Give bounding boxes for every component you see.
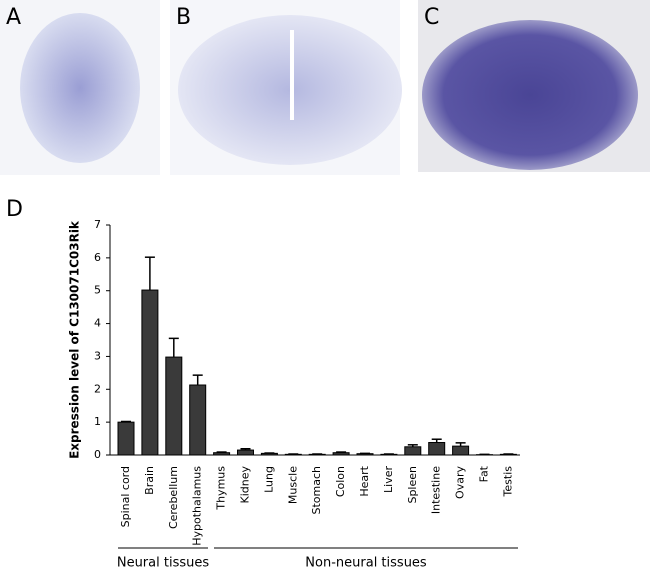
x-tick-label: Testis xyxy=(501,466,514,498)
bar xyxy=(118,422,134,455)
x-tick-label: Stomach xyxy=(310,466,323,515)
x-tick-label: Heart xyxy=(358,465,371,496)
x-tick-label: Spleen xyxy=(406,466,419,504)
y-tick-label: 4 xyxy=(94,317,101,330)
bar xyxy=(166,357,182,455)
group-label: Non-neural tissues xyxy=(305,556,427,571)
panel-label: D xyxy=(6,197,23,222)
y-tick-label: 6 xyxy=(94,251,101,264)
group-label: Neural tissues xyxy=(117,556,210,571)
y-tick-label: 2 xyxy=(94,382,101,395)
x-tick-label: Colon xyxy=(334,466,347,497)
bar xyxy=(453,446,469,455)
tissue-c xyxy=(422,20,638,170)
bar xyxy=(429,443,445,455)
y-tick-label: 3 xyxy=(94,349,101,362)
bar xyxy=(214,453,230,455)
bar xyxy=(333,453,349,455)
tissue-a xyxy=(20,13,140,163)
x-tick-label: Brain xyxy=(143,466,156,495)
bar xyxy=(405,447,421,455)
y-tick-label: 1 xyxy=(94,415,101,428)
bar xyxy=(261,453,277,455)
x-tick-label: Fat xyxy=(478,465,491,482)
x-tick-label: Intestine xyxy=(430,466,443,514)
bar xyxy=(285,454,301,455)
bar xyxy=(381,454,397,455)
x-tick-label: Lung xyxy=(262,466,275,493)
x-tick-label: Ovary xyxy=(454,466,467,499)
y-tick-label: 0 xyxy=(94,448,101,461)
x-tick-label: Cerebellum xyxy=(167,466,180,529)
bar xyxy=(309,454,325,455)
bar xyxy=(142,290,158,455)
y-axis-title: Expression level of C130071C03Rik xyxy=(68,220,82,459)
bar xyxy=(357,454,373,455)
panel-label: C xyxy=(424,5,439,30)
x-tick-label: Spinal cord xyxy=(119,466,132,527)
x-tick-label: Muscle xyxy=(286,466,299,504)
panel-label: A xyxy=(6,5,21,30)
x-tick-label: Hypothalamus xyxy=(191,466,204,546)
y-tick-label: 7 xyxy=(94,218,101,231)
bar xyxy=(190,385,206,455)
x-tick-label: Kidney xyxy=(239,466,252,504)
y-tick-label: 5 xyxy=(94,284,101,297)
bar xyxy=(238,450,254,455)
panel-label: B xyxy=(176,5,191,30)
x-tick-label: Thymus xyxy=(215,466,228,511)
bar xyxy=(500,454,516,455)
x-tick-label: Liver xyxy=(382,466,395,493)
